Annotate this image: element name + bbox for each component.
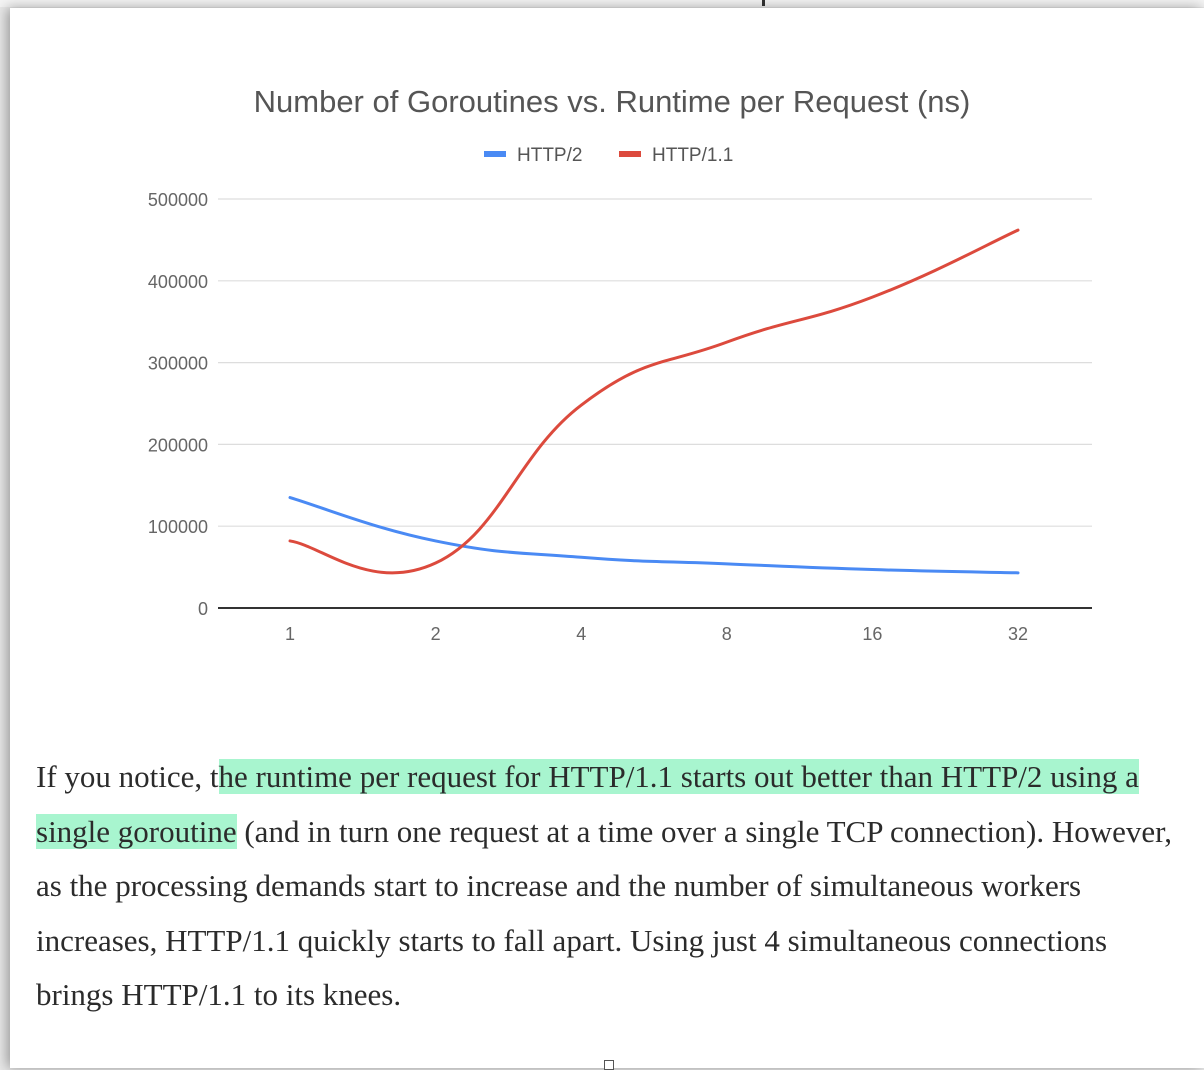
page-edge-mark: [762, 0, 765, 6]
x-tick-label: 4: [576, 624, 586, 644]
article-page: Number of Goroutines vs. Runtime per Req…: [10, 8, 1204, 1068]
y-axis-ticks: 0 100000 200000 300000 400000 500000: [148, 190, 208, 619]
legend-label: HTTP/2: [517, 145, 582, 166]
chart-gridlines: [218, 198, 1092, 609]
y-tick-label: 0: [198, 599, 208, 619]
chart-legend: HTTP/2 HTTP/1.1: [484, 145, 733, 166]
x-axis-ticks: 1 2 4 8 16 32: [285, 624, 1028, 644]
y-tick-label: 400000: [148, 272, 208, 292]
x-tick-label: 2: [431, 624, 441, 644]
runtime-line-chart: Number of Goroutines vs. Runtime per Req…: [148, 84, 1092, 644]
chart-title: Number of Goroutines vs. Runtime per Req…: [254, 84, 971, 119]
x-tick-label: 32: [1008, 624, 1028, 644]
y-tick-label: 300000: [148, 354, 208, 374]
x-tick-label: 8: [722, 624, 732, 644]
text-cursor-handle[interactable]: [604, 1060, 614, 1070]
paragraph-text-start: If you notice, t: [36, 759, 219, 794]
legend-label: HTTP/1.1: [652, 145, 733, 166]
top-page-edge: [0, 0, 1204, 7]
chart-series: [288, 228, 1020, 575]
article-paragraph: If you notice, the runtime per request f…: [36, 750, 1176, 1023]
paragraph-text-end: (and in turn one request at a time over …: [36, 813, 1172, 1013]
series-line-http-1-1: [288, 228, 1020, 575]
legend-swatch: [484, 151, 506, 157]
series-line-http-2: [288, 496, 1020, 575]
y-tick-label: 100000: [148, 517, 208, 537]
x-tick-label: 1: [285, 624, 295, 644]
x-tick-label: 16: [862, 624, 882, 644]
y-tick-label: 200000: [148, 435, 208, 455]
legend-swatch: [619, 151, 641, 157]
y-tick-label: 500000: [148, 190, 208, 210]
